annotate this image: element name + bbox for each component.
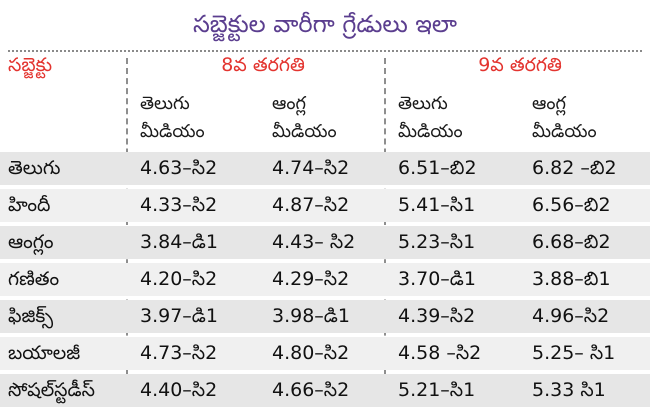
grade9-telugu-cell: 6.51–బి2 — [398, 157, 477, 179]
grade9-english-cell: 5.33 సి1 — [532, 379, 606, 401]
grade9-telugu-medium-header: తెలుగు మీడియం — [398, 90, 518, 146]
grade8-header: 8వ తరగతి — [221, 54, 305, 76]
grades-table-body: తెలుగు 4.63–సి2 4.74–సి2 6.51–బి2 6.82 –… — [0, 152, 650, 411]
subject-cell: ఫిజిక్స్ — [8, 305, 54, 327]
grade9-english-cell: 6.56–బి2 — [532, 194, 611, 216]
grade9-telugu-cell: 5.21–సి1 — [398, 379, 476, 401]
grade9-english-cell: 5.25– సి1 — [532, 342, 616, 364]
grade8-english-cell: 3.98–డి1 — [272, 305, 350, 327]
page-title: సబ్జెక్టుల వారీగా గ్రేడులు ఇలా — [192, 10, 458, 38]
grade8-english-medium-header: ఆంగ్ల మీడియం — [272, 90, 392, 146]
table-row: బయాలజీ 4.73–సి2 4.80–సి2 4.58 –సి2 5.25–… — [0, 337, 650, 370]
subject-cell: గణితం — [8, 268, 60, 290]
grade8-english-cell: 4.80–సి2 — [272, 342, 350, 364]
subject-cell: సోషల్‌స్టడీస్ — [8, 379, 95, 401]
medium-label-line2: మీడియం — [272, 121, 337, 142]
grade8-english-cell: 4.66–సి2 — [272, 379, 350, 401]
medium-label-line1: తెలుగు — [140, 93, 190, 114]
grade8-telugu-medium-header: తెలుగు మీడియం — [140, 90, 260, 146]
grade9-telugu-cell: 3.70–డి1 — [398, 268, 476, 290]
table-row: హిందీ 4.33–సి2 4.87–సి2 5.41–సి1 6.56–బి… — [0, 189, 650, 222]
medium-label-line1: ఆంగ్ల — [532, 93, 566, 114]
grade9-header: 9వ తరగతి — [478, 54, 562, 76]
title-divider — [8, 50, 642, 52]
subject-cell: తెలుగు — [8, 157, 61, 179]
medium-label-line1: తెలుగు — [398, 93, 448, 114]
grade8-english-cell: 4.43– సి2 — [272, 231, 356, 253]
grade9-telugu-cell: 4.39–సి2 — [398, 305, 476, 327]
grade9-telugu-cell: 4.58 –సి2 — [398, 342, 482, 364]
table-row: ఫిజిక్స్ 3.97–డి1 3.98–డి1 4.39–సి2 4.96… — [0, 300, 650, 333]
grade8-telugu-cell: 4.40–సి2 — [140, 379, 218, 401]
grade8-telugu-cell: 4.73–సి2 — [140, 342, 218, 364]
table-row: గణితం 4.20–సి2 4.29–సి2 3.70–డి1 3.88–బి… — [0, 263, 650, 296]
grade8-telugu-cell: 4.33–సి2 — [140, 194, 218, 216]
grade8-english-cell: 4.87–సి2 — [272, 194, 350, 216]
grade9-english-cell: 4.96–సి2 — [532, 305, 610, 327]
table-row: తెలుగు 4.63–సి2 4.74–సి2 6.51–బి2 6.82 –… — [0, 152, 650, 185]
medium-label-line2: మీడియం — [398, 121, 463, 142]
subject-cell: బయాలజీ — [8, 342, 81, 364]
grade9-english-cell: 6.82 –బి2 — [532, 157, 617, 179]
table-row: సోషల్‌స్టడీస్ 4.40–సి2 4.66–సి2 5.21–సి1… — [0, 374, 650, 407]
grade9-telugu-cell: 5.23–సి1 — [398, 231, 476, 253]
grade8-telugu-cell: 3.97–డి1 — [140, 305, 218, 327]
subject-header: సబ్జెక్టు — [8, 54, 53, 76]
grade8-english-cell: 4.74–సి2 — [272, 157, 350, 179]
grade9-english-medium-header: ఆంగ్ల మీడియం — [532, 90, 650, 146]
grade8-telugu-cell: 4.20–సి2 — [140, 268, 218, 290]
grade8-telugu-cell: 4.63–సి2 — [140, 157, 218, 179]
medium-label-line1: ఆంగ్ల — [272, 93, 306, 114]
subject-cell: ఆంగ్లం — [8, 231, 54, 253]
subject-cell: హిందీ — [8, 194, 51, 216]
grade9-english-cell: 6.68–బి2 — [532, 231, 611, 253]
grade9-english-cell: 3.88–బి1 — [532, 268, 611, 290]
medium-label-line2: మీడియం — [140, 121, 205, 142]
grade9-telugu-cell: 5.41–సి1 — [398, 194, 476, 216]
grade8-english-cell: 4.29–సి2 — [272, 268, 350, 290]
grade8-telugu-cell: 3.84–డి1 — [140, 231, 218, 253]
table-row: ఆంగ్లం 3.84–డి1 4.43– సి2 5.23–సి1 6.68–… — [0, 226, 650, 259]
medium-label-line2: మీడియం — [532, 121, 597, 142]
